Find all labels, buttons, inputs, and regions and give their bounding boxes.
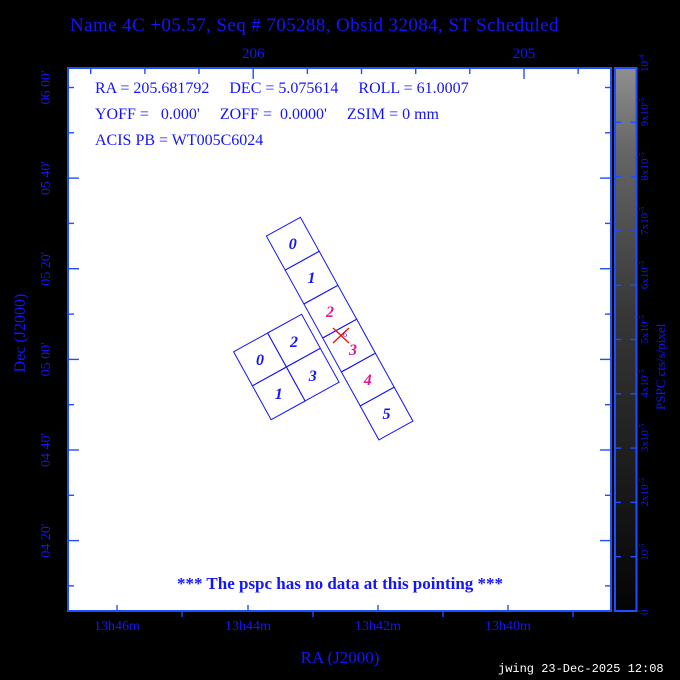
svg-text:13h46m: 13h46m xyxy=(94,619,140,634)
svg-text:3x10-5: 3x10-5 xyxy=(637,424,651,452)
svg-text:06 00': 06 00' xyxy=(39,70,54,104)
svg-text:0: 0 xyxy=(289,236,297,253)
svg-text:10-5: 10-5 xyxy=(637,543,651,560)
svg-text:13h42m: 13h42m xyxy=(355,619,401,634)
svg-text:13h44m: 13h44m xyxy=(225,619,271,634)
svg-text:3: 3 xyxy=(348,342,357,359)
svg-text:13h40m: 13h40m xyxy=(485,619,531,634)
svg-text:2: 2 xyxy=(325,304,334,321)
svg-text:0: 0 xyxy=(639,609,651,615)
svg-text:9x10-5: 9x10-5 xyxy=(637,98,651,126)
svg-text:05 00': 05 00' xyxy=(39,342,54,376)
svg-text:4x10-5: 4x10-5 xyxy=(637,369,651,397)
svg-text:2x10-5: 2x10-5 xyxy=(637,478,651,506)
svg-text:8x10-5: 8x10-5 xyxy=(637,152,651,180)
svg-text:1: 1 xyxy=(275,386,283,403)
svg-text:PSPC cts/s/pixel: PSPC cts/s/pixel xyxy=(653,323,668,410)
svg-text:205: 205 xyxy=(513,46,536,62)
svg-text:6x10-5: 6x10-5 xyxy=(637,261,651,289)
svg-text:1: 1 xyxy=(308,270,316,287)
svg-text:6: 6 xyxy=(343,330,347,339)
svg-text:206: 206 xyxy=(242,46,265,62)
svg-text:05 20': 05 20' xyxy=(39,252,54,286)
svg-text:4: 4 xyxy=(363,372,372,389)
svg-text:2: 2 xyxy=(289,334,298,351)
svg-text:10-4: 10-4 xyxy=(637,55,651,72)
svg-text:05 40': 05 40' xyxy=(39,161,54,195)
svg-text:04 40': 04 40' xyxy=(39,433,54,467)
svg-text:7x10-5: 7x10-5 xyxy=(637,206,651,234)
svg-text:0: 0 xyxy=(256,352,264,369)
svg-text:3: 3 xyxy=(308,368,317,385)
svg-text:5: 5 xyxy=(383,406,391,423)
svg-text:04 20': 04 20' xyxy=(39,524,54,558)
svg-text:5x10-5: 5x10-5 xyxy=(637,315,651,343)
